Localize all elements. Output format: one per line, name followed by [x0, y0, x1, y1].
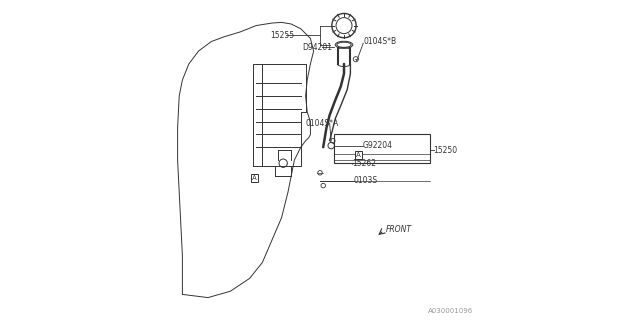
Text: 0103S: 0103S	[354, 176, 378, 185]
Text: D94201: D94201	[302, 43, 332, 52]
Text: 0104S*B: 0104S*B	[364, 37, 396, 46]
Text: 15262: 15262	[352, 159, 376, 168]
Text: G92204: G92204	[362, 141, 392, 150]
Text: FRONT: FRONT	[385, 225, 412, 234]
Text: 0104S*A: 0104S*A	[306, 119, 339, 128]
Text: A030001096: A030001096	[428, 308, 474, 314]
Text: A: A	[252, 175, 257, 180]
Text: A: A	[356, 152, 361, 158]
Text: 15250: 15250	[434, 146, 458, 155]
Text: 15255: 15255	[270, 31, 294, 40]
Bar	[334, 134, 430, 163]
